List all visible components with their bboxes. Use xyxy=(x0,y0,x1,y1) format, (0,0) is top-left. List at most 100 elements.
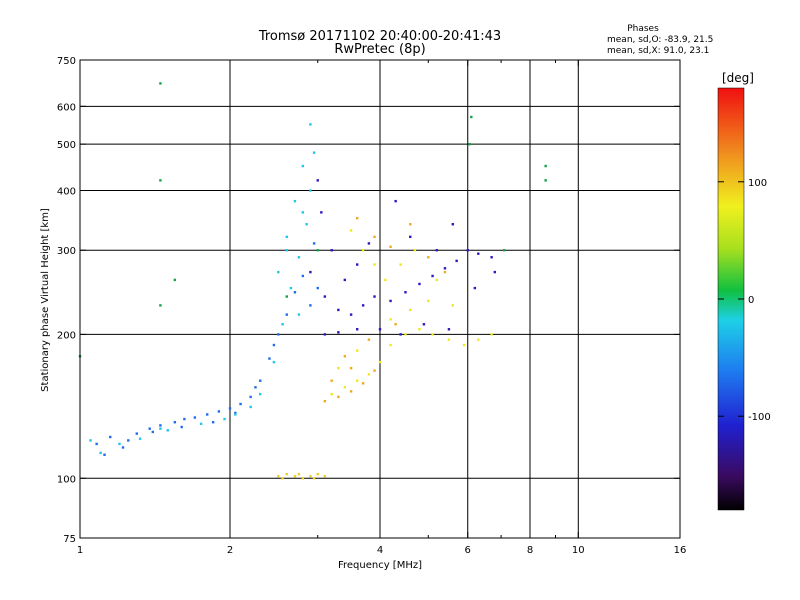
data-point xyxy=(259,392,262,396)
y-axis-label: Stationary phase Virtual Height [km] xyxy=(40,208,51,392)
data-point xyxy=(330,392,333,396)
data-point xyxy=(211,421,215,424)
data-point xyxy=(272,360,276,364)
data-point xyxy=(180,425,183,429)
data-point xyxy=(343,355,347,358)
y-tick-label: 300 xyxy=(57,246,76,257)
data-point xyxy=(399,333,402,336)
data-point xyxy=(330,249,333,252)
data-point xyxy=(323,399,327,403)
data-point xyxy=(361,382,365,385)
data-point xyxy=(418,328,421,331)
data-point xyxy=(293,475,297,478)
colorbar-label: [deg] xyxy=(722,71,754,85)
data-point xyxy=(361,304,365,307)
data-point xyxy=(249,405,252,409)
data-point xyxy=(277,475,280,478)
data-point xyxy=(99,451,102,455)
data-point xyxy=(254,386,257,389)
data-point xyxy=(301,274,305,278)
data-point xyxy=(316,179,319,182)
data-point xyxy=(118,442,121,446)
data-point xyxy=(285,313,288,316)
data-point xyxy=(309,270,312,274)
data-point xyxy=(404,333,407,336)
data-point xyxy=(297,313,301,316)
data-point xyxy=(121,446,125,449)
data-point xyxy=(316,286,319,290)
data-point xyxy=(394,323,397,326)
data-point xyxy=(493,270,497,274)
data-point xyxy=(490,256,493,259)
data-point xyxy=(312,477,316,480)
data-point xyxy=(422,323,426,326)
data-point xyxy=(404,291,407,294)
x-tick-label: 1 xyxy=(77,545,83,556)
data-point xyxy=(293,199,297,203)
data-point xyxy=(234,413,237,416)
data-point xyxy=(312,151,316,154)
data-point xyxy=(268,357,271,360)
y-tick-label: 75 xyxy=(63,534,76,545)
data-point xyxy=(389,245,392,248)
data-point xyxy=(373,263,376,266)
data-point xyxy=(349,390,353,393)
data-point xyxy=(343,278,347,282)
data-point xyxy=(316,249,319,252)
data-point xyxy=(477,338,480,341)
data-point xyxy=(301,477,305,480)
data-point xyxy=(427,256,430,259)
data-point xyxy=(234,411,237,415)
legend-line-x: mean, sd,X: 91.0, 23.1 xyxy=(607,46,709,56)
data-point xyxy=(451,223,455,226)
data-point xyxy=(281,323,284,326)
x-tick-label: 8 xyxy=(527,545,533,556)
data-point xyxy=(389,343,392,347)
data-point xyxy=(490,333,493,336)
data-point xyxy=(259,379,262,382)
data-point xyxy=(305,223,308,226)
data-point xyxy=(323,295,327,298)
data-point xyxy=(343,386,347,389)
data-point xyxy=(502,249,506,252)
data-point xyxy=(355,379,359,382)
data-point xyxy=(427,299,430,303)
data-point xyxy=(355,349,359,352)
data-point xyxy=(228,407,232,410)
data-point xyxy=(367,338,371,341)
data-point xyxy=(138,437,142,440)
data-point xyxy=(320,211,323,214)
data-point xyxy=(239,402,242,406)
data-point xyxy=(183,417,186,421)
x-tick-label: 16 xyxy=(674,545,687,556)
plot-border xyxy=(79,59,681,539)
data-point xyxy=(159,304,162,307)
x-tick-label: 10 xyxy=(572,545,585,556)
data-point xyxy=(337,331,340,334)
data-point xyxy=(337,395,340,399)
data-point xyxy=(312,242,316,245)
data-point xyxy=(159,424,162,427)
data-point xyxy=(435,278,438,282)
data-point xyxy=(544,164,547,168)
data-point xyxy=(309,123,312,126)
data-point xyxy=(431,333,434,336)
x-tick-label: 2 xyxy=(227,545,233,556)
data-point xyxy=(337,366,340,370)
data-point xyxy=(199,422,203,426)
y-tick-label: 500 xyxy=(57,140,76,151)
data-point xyxy=(309,189,312,192)
data-point xyxy=(217,410,221,413)
data-point xyxy=(285,295,288,298)
data-point xyxy=(289,286,293,290)
data-point xyxy=(285,249,288,252)
data-point xyxy=(466,249,469,252)
data-point xyxy=(301,211,305,214)
data-point xyxy=(127,439,130,442)
data-point xyxy=(103,453,106,456)
data-point xyxy=(443,270,447,274)
data-point xyxy=(373,369,376,372)
data-point xyxy=(109,435,112,439)
data-point xyxy=(409,223,412,226)
data-point xyxy=(89,439,92,442)
